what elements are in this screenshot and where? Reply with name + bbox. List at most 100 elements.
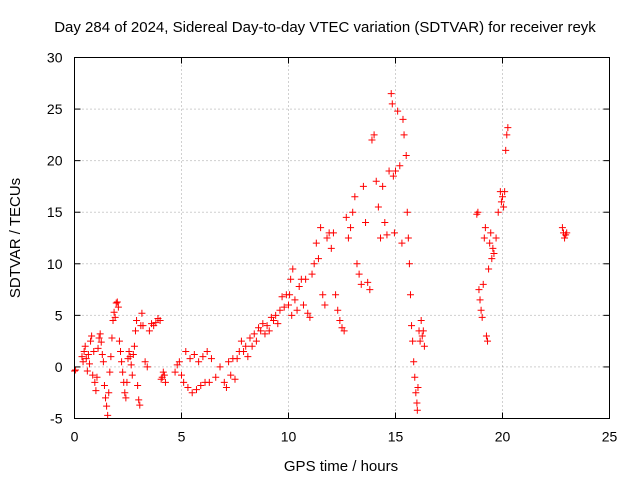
x-tick-label: 20 — [495, 429, 511, 445]
data-point — [482, 332, 490, 340]
data-point — [561, 234, 569, 242]
data-point — [349, 208, 357, 216]
data-point — [85, 360, 93, 368]
data-point — [504, 124, 512, 132]
data-point — [112, 299, 120, 307]
data-point — [357, 280, 365, 288]
data-point — [92, 387, 100, 395]
data-point — [383, 231, 391, 239]
y-tick-label: 5 — [55, 307, 63, 323]
data-point — [490, 249, 498, 257]
data-points — [71, 90, 571, 419]
plot-frame — [74, 57, 610, 419]
data-point — [88, 332, 96, 340]
data-point — [413, 406, 421, 414]
chart-title: Day 284 of 2024, Sidereal Day-to-day VTE… — [54, 19, 596, 36]
data-point — [171, 368, 179, 376]
data-point — [91, 378, 99, 386]
y-tick-labels: -5 0 5 10 15 20 25 30 — [47, 50, 63, 427]
data-point — [285, 301, 292, 309]
data-point — [125, 347, 133, 355]
data-point — [78, 353, 86, 361]
data-point — [327, 244, 335, 252]
data-point — [110, 308, 118, 316]
data-point — [87, 337, 95, 345]
data-point — [192, 386, 200, 394]
data-point — [332, 291, 340, 299]
data-point — [488, 255, 496, 263]
data-point — [485, 265, 493, 273]
data-point — [216, 363, 224, 371]
data-point — [102, 394, 110, 402]
data-point — [128, 371, 136, 379]
data-point — [108, 334, 116, 342]
data-point — [103, 402, 111, 410]
data-point — [502, 146, 510, 154]
x-tick-label: 25 — [602, 429, 618, 445]
y-axis-label: SDTVAR / TECUs — [7, 178, 24, 298]
data-point — [351, 193, 359, 201]
data-point — [141, 358, 149, 366]
data-point — [312, 239, 320, 247]
data-point — [161, 378, 169, 386]
data-point — [396, 162, 404, 170]
data-point — [107, 353, 115, 361]
data-point — [410, 358, 418, 366]
data-point — [286, 291, 294, 299]
data-point — [336, 317, 344, 325]
data-point — [115, 337, 123, 345]
data-point — [139, 322, 147, 330]
data-point — [478, 313, 486, 321]
data-point — [323, 234, 331, 242]
data-point — [372, 177, 380, 185]
data-point — [368, 136, 376, 144]
data-point — [359, 182, 367, 190]
data-point — [178, 371, 185, 379]
data-point — [299, 301, 307, 309]
data-point — [188, 389, 196, 397]
data-point — [184, 384, 192, 392]
data-point — [270, 317, 278, 325]
y-tick-label: 10 — [47, 256, 63, 272]
data-point — [355, 270, 363, 278]
data-point — [558, 224, 566, 232]
data-point — [499, 193, 506, 201]
data-point — [100, 381, 108, 389]
data-point — [319, 291, 327, 299]
data-point — [105, 389, 113, 397]
data-point — [263, 322, 271, 330]
data-point — [248, 342, 256, 350]
data-point — [287, 275, 295, 283]
data-point — [190, 351, 198, 359]
y-tick-label: 0 — [55, 359, 63, 375]
data-point — [419, 327, 427, 335]
data-point — [265, 327, 273, 335]
data-point — [392, 167, 399, 175]
data-point — [412, 389, 420, 397]
data-point — [233, 355, 241, 363]
data-point — [477, 306, 485, 314]
data-point — [497, 198, 505, 206]
data-point — [145, 327, 153, 335]
data-point — [314, 255, 322, 263]
data-point — [289, 265, 297, 273]
data-point — [98, 351, 106, 359]
data-point — [94, 344, 102, 352]
data-point — [411, 373, 419, 381]
data-point — [479, 280, 487, 288]
data-point — [379, 182, 387, 190]
data-point — [387, 90, 395, 98]
data-point — [220, 378, 228, 386]
data-point — [195, 358, 203, 366]
data-point — [99, 358, 107, 366]
data-point — [207, 355, 215, 363]
data-point — [80, 347, 88, 355]
data-point — [310, 260, 318, 268]
data-point — [274, 320, 282, 328]
data-point — [280, 303, 288, 311]
data-point — [381, 219, 389, 227]
data-point — [175, 358, 183, 366]
y-tick-label: -5 — [50, 411, 63, 427]
data-point — [123, 378, 131, 386]
data-point — [93, 373, 101, 381]
